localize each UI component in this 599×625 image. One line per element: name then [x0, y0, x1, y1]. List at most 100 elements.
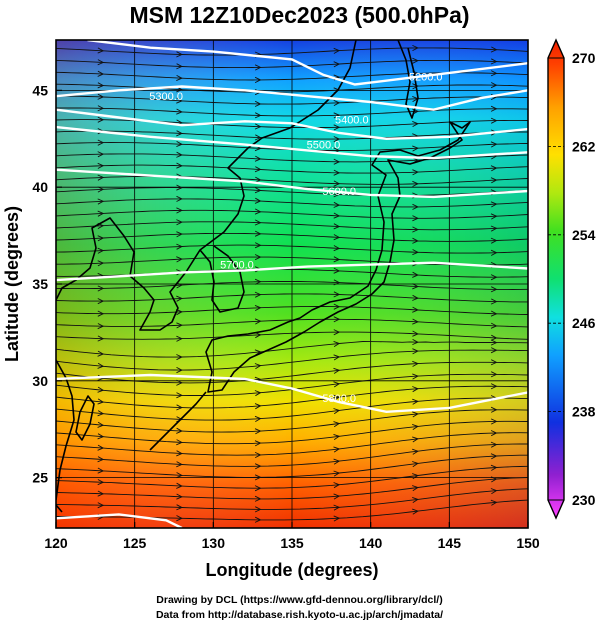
streamline-arrowhead [490, 339, 498, 346]
streamline-arrowhead [254, 254, 262, 261]
streamline-arrowhead [490, 418, 498, 425]
streamline-arrowhead [176, 219, 183, 226]
streamline-arrowhead [490, 383, 498, 390]
streamline [56, 107, 528, 117]
streamline-arrowhead [176, 108, 183, 115]
streamline-arrowhead [176, 493, 183, 500]
streamline-arrowhead [176, 256, 183, 263]
height-contours [56, 40, 528, 528]
streamline-arrowhead [490, 213, 498, 220]
streamline-arrowhead [254, 363, 262, 370]
streamline [56, 281, 528, 290]
streamline-arrowhead [412, 226, 419, 233]
streamline-arrowhead [97, 47, 105, 54]
streamline-arrowhead [254, 516, 262, 523]
streamline [56, 130, 528, 140]
streamline-arrowhead [176, 130, 183, 137]
streamline-arrowhead [333, 61, 341, 68]
streamline [56, 293, 528, 303]
contour-label: 5700.0 [220, 260, 254, 272]
streamline-arrowhead [333, 470, 341, 477]
map-title: MSM 12Z10Dec2023 (500.0hPa) [129, 2, 470, 28]
streamline [56, 488, 528, 510]
streamline-arrowhead [97, 139, 105, 146]
streamline-arrowhead [412, 44, 419, 52]
streamline [56, 465, 528, 489]
grid-lines [56, 40, 528, 528]
streamline [56, 349, 528, 371]
streamline-arrowhead [333, 381, 341, 388]
streamline-arrowhead [412, 398, 419, 405]
streamline-arrowhead [333, 367, 341, 374]
streamline-arrowhead [97, 362, 105, 369]
streamline-arrowhead [333, 329, 341, 336]
streamline [56, 454, 528, 478]
streamline [56, 477, 528, 500]
streamline-arrowhead [254, 403, 262, 410]
streamline-arrowhead [333, 493, 341, 500]
coastline-continent [56, 40, 357, 331]
streamline-arrowhead [254, 112, 262, 119]
streamline-arrowhead [412, 423, 419, 430]
streamline-arrowhead [97, 235, 105, 242]
streamline-arrowhead [254, 474, 262, 481]
streamline-arrowhead [412, 237, 419, 244]
y-tick-label: 45 [32, 82, 48, 98]
streamline-arrowhead [490, 310, 498, 317]
streamline-arrowhead [333, 421, 341, 428]
x-tick-label: 135 [280, 535, 304, 551]
streamline-arrowhead [490, 430, 498, 437]
streamline-arrowhead [412, 249, 419, 256]
streamline [56, 187, 528, 197]
contour-label: 5300.0 [149, 91, 183, 103]
streamline-arrowhead [254, 166, 262, 173]
y-axis-title: Latitude (degrees) [2, 206, 22, 362]
contour-label: 5800.0 [322, 393, 356, 405]
streamline [56, 420, 528, 445]
streamline-arrowhead [176, 404, 183, 411]
streamline-arrowhead [333, 515, 341, 522]
x-axis-title: Longitude (degrees) [205, 560, 378, 580]
y-tick-label: 30 [32, 373, 48, 389]
streamline-arrowhead [490, 322, 498, 329]
colorbar: 270 262 254 246 238 230 [547, 38, 596, 520]
streamline-arrowhead [412, 120, 419, 127]
streamline-arrowhead [254, 485, 262, 492]
streamline-arrowhead [254, 219, 262, 226]
streamline-arrowhead [176, 295, 183, 302]
streamline-arrowhead [333, 291, 341, 298]
streamline-arrowhead [490, 58, 498, 65]
streamline-arrowhead [254, 197, 262, 204]
streamline [56, 209, 528, 219]
streamline [56, 432, 528, 456]
streamline-arrowhead [97, 310, 105, 317]
height-contour [56, 373, 528, 414]
coastline-japan [205, 121, 471, 393]
streamline-arrowhead [412, 508, 419, 515]
streamline-arrowhead [254, 332, 262, 339]
streamline-arrowhead [333, 316, 341, 323]
coastline-taiwan [75, 395, 95, 441]
streamline-arrowhead [97, 398, 105, 405]
streamline-arrowhead [490, 225, 498, 232]
streamline-arrowhead [97, 323, 105, 330]
streamline-arrowhead [97, 260, 105, 267]
streamline-arrowhead [412, 473, 419, 480]
streamline-arrowhead [412, 169, 419, 176]
streamline-arrowhead [176, 354, 183, 361]
colorbar-fill [547, 38, 565, 520]
streamline-arrowhead [97, 298, 105, 305]
streamline-arrowhead [254, 506, 262, 513]
streamline-arrowhead [333, 256, 341, 263]
streamline [56, 361, 528, 384]
streamline [56, 232, 528, 242]
streamline-arrowhead [97, 285, 105, 292]
streamline-arrowhead [333, 433, 341, 440]
streamline-arrowhead [412, 57, 419, 64]
streamline-arrowhead [490, 70, 498, 77]
streamline-arrowhead [490, 464, 498, 471]
streamline-arrowhead [97, 421, 105, 428]
streamline [56, 385, 528, 409]
streamline-arrowhead [412, 348, 419, 355]
